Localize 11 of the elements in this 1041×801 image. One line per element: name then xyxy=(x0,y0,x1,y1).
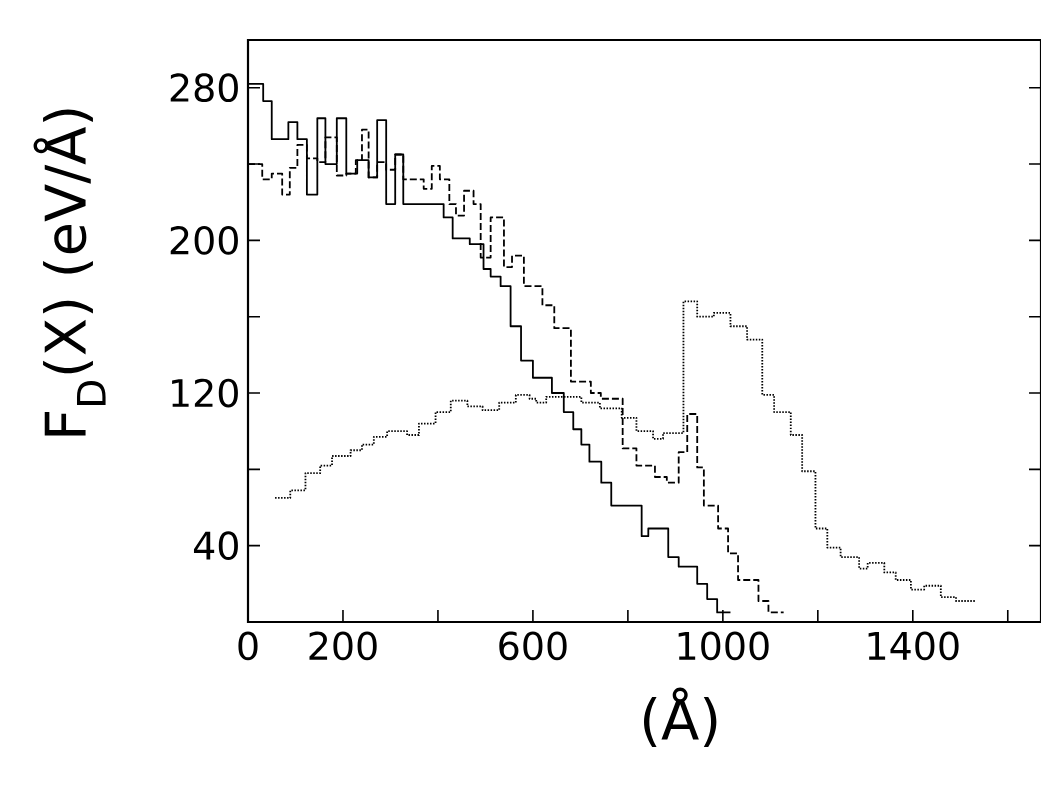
y-tick-label: 40 xyxy=(193,531,238,561)
y-tick-label: 280 xyxy=(170,73,238,103)
y-axis-title: F$_{D}$(X) (eV/Å) xyxy=(33,109,106,436)
x-tick-label: 1400 xyxy=(868,631,959,661)
y-tick-label: 120 xyxy=(172,378,238,408)
x-axis-title: (Å) xyxy=(644,687,717,747)
x-tick-label: 200 xyxy=(309,631,377,661)
x-tick-label: 1000 xyxy=(678,631,769,661)
x-tick-label: 0 xyxy=(238,631,258,661)
x-tick-label: 600 xyxy=(499,631,567,661)
y-tick-label: 200 xyxy=(170,225,238,255)
